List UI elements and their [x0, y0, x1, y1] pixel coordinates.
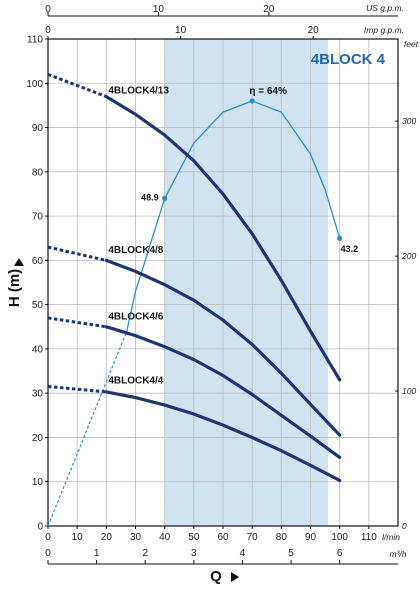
x-tick-label: 100: [331, 532, 348, 543]
feet-tick-label: 300: [402, 116, 416, 126]
y-tick-label: 100: [26, 79, 43, 90]
feet-tick-label: 200: [401, 251, 416, 261]
x-tick-label: 40: [159, 532, 171, 543]
efficiency-point-label: 48.9: [141, 192, 159, 202]
pump-curve-dashed: [47, 245, 107, 262]
y-tick-label: 0: [37, 522, 43, 533]
operating-range-rect: [164, 39, 328, 526]
y-tick-label: 30: [32, 389, 44, 400]
pump-curve-line: [104, 390, 342, 482]
chart-title: 4BLOCK 4: [311, 51, 386, 68]
series-label: 4BLOCK4/4: [108, 376, 163, 387]
us-gpm-unit-label: US g.p.m.: [366, 3, 404, 13]
m3h-tick-label: 5: [288, 548, 294, 559]
y-axis-title: H (m): [6, 269, 23, 307]
pump-curve-line: [104, 258, 342, 437]
x-tick-label: 10: [72, 532, 84, 543]
efficiency-point: [249, 98, 255, 104]
efficiency-point: [337, 235, 343, 241]
y-tick-label: 10: [32, 477, 44, 488]
imp-gpm-unit-label: Imp g.p.m.: [364, 25, 404, 35]
y-tick-label: 20: [32, 433, 44, 444]
x-tick-label: 20: [101, 532, 113, 543]
pump-curve-line: [104, 325, 342, 459]
x-tick-label: 80: [276, 532, 288, 543]
series-label: 4BLOCK4/13: [108, 86, 169, 97]
curve-labels: 4BLOCK4/13 4BLOCK4/8 4BLOCK4/6 4BLOCK4/4: [108, 86, 169, 387]
pump-curve-dashed: [47, 316, 107, 329]
y-tick-label: 50: [32, 300, 44, 311]
feet-tick-label: 100: [402, 386, 416, 396]
pump-curves: [47, 72, 342, 482]
y-tick-label: 80: [32, 167, 44, 178]
imp-gpm-tick-label: 20: [308, 25, 320, 36]
m3h-tick-label: 0: [45, 548, 51, 559]
imp-gpm-tick-label: 0: [45, 25, 51, 36]
feet-unit-label: feet: [404, 39, 419, 49]
imp-gpm-tick-label: 10: [175, 25, 187, 36]
feet-tick-label: 0: [402, 521, 407, 531]
m3h-tick-label: 3: [191, 548, 197, 559]
x-unit-label: l/min: [382, 532, 400, 542]
us-gpm-tick-label: 10: [153, 4, 165, 15]
efficiency-point-label: η = 64%: [249, 86, 287, 97]
y-tick-label: 70: [32, 212, 44, 223]
pump-curve-dashed: [47, 385, 107, 394]
m3h-tick-label: 6: [337, 548, 343, 559]
m3h-unit-label: m³/h: [390, 549, 407, 559]
us-gpm-tick-label: 0: [45, 4, 51, 15]
y-axis-arrow-icon: [14, 258, 24, 266]
x-axis-title: Q: [210, 568, 222, 585]
x-tick-label: 30: [130, 532, 142, 543]
m3h-tick-label: 4: [240, 548, 246, 559]
operating-range-band: [164, 39, 328, 526]
y-tick-label: 110: [27, 35, 43, 46]
y-tick-label: 40: [32, 344, 44, 355]
pump-curve-line: [104, 95, 342, 382]
y-tick-label: 60: [32, 256, 44, 267]
series-label: 4BLOCK4/8: [108, 245, 163, 256]
x-tick-label: 0: [45, 532, 51, 543]
efficiency-curve: 48.9 η = 64% 43.2: [47, 86, 359, 527]
x-tick-label: 90: [305, 532, 317, 543]
pump-curve-dashed: [47, 72, 107, 99]
efficiency-line: [126, 100, 341, 332]
efficiency-point-label: 43.2: [341, 244, 359, 254]
y-tick-label: 90: [32, 123, 44, 134]
efficiency-dashed-line: [47, 330, 128, 527]
x-axis-arrow-icon: [231, 572, 239, 582]
x-tick-label: 60: [217, 532, 229, 543]
efficiency-point: [162, 195, 168, 201]
m3h-tick-label: 2: [142, 548, 148, 559]
us-gpm-tick-label: 20: [263, 4, 275, 15]
series-label: 4BLOCK4/6: [108, 311, 163, 322]
x-tick-label: 70: [247, 532, 259, 543]
m3h-tick-label: 1: [94, 548, 100, 559]
x-tick-label: 110: [361, 532, 377, 543]
x-tick-label: 50: [188, 532, 200, 543]
grid: [48, 39, 398, 526]
